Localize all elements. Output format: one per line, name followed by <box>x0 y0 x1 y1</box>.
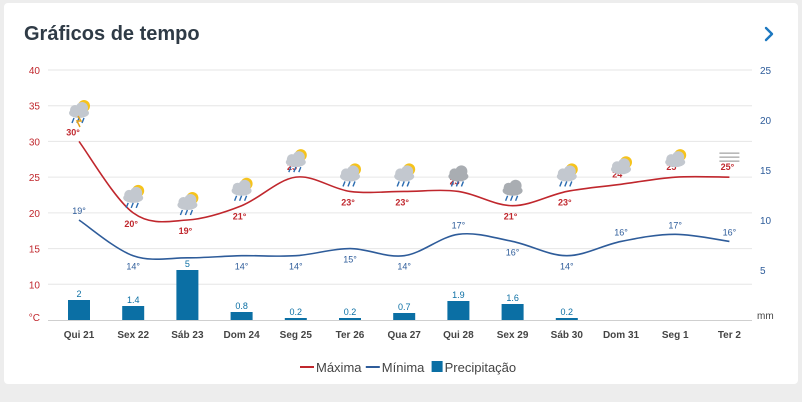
right-axis-tick-label: 25 <box>760 66 772 77</box>
left-axis-unit: °C <box>29 313 40 324</box>
x-axis-category-label: Sáb 23 <box>171 330 204 341</box>
min-temperature-label: 17° <box>452 220 466 230</box>
min-temperature-label: 14° <box>560 262 574 272</box>
rain-sun-icon <box>123 184 145 209</box>
rain-sun-icon <box>556 163 578 187</box>
min-temperature-label: 14° <box>235 262 249 272</box>
right-axis-unit: mm <box>757 311 774 322</box>
precipitation-bar[interactable] <box>447 301 470 320</box>
right-axis-tick-label: 10 <box>760 216 772 227</box>
max-temperature-label: 23° <box>341 197 355 207</box>
legend-label: Precipitação <box>445 360 517 375</box>
precipitation-bar[interactable] <box>176 270 199 320</box>
left-axis-tick-label: 25 <box>29 173 41 184</box>
right-axis-tick-label: 20 <box>760 116 772 127</box>
precipitation-bar[interactable] <box>393 313 416 320</box>
precipitation-data-label: 5 <box>185 259 190 269</box>
precipitation-data-label: 0.7 <box>398 302 411 312</box>
precipitation-data-label: 0.2 <box>561 307 574 317</box>
rain-sun-icon <box>340 163 361 187</box>
x-axis-category-label: Seg 25 <box>280 330 313 341</box>
max-temperature-label: 24° <box>612 169 626 179</box>
precipitation-bar[interactable] <box>68 300 90 320</box>
x-axis-category-label: Sex 29 <box>497 330 529 341</box>
min-temperature-label: 16° <box>723 227 737 237</box>
min-temperature-label: 15° <box>343 255 357 265</box>
max-temperature-label: 21° <box>233 212 247 222</box>
max-temperature-label: 25° <box>666 162 680 172</box>
precipitation-data-label: 0.2 <box>344 307 357 317</box>
min-temperature-line[interactable] <box>78 219 730 260</box>
max-temperature-label: 23° <box>450 176 464 186</box>
rain-cloud-icon <box>448 165 469 187</box>
max-temperature-label: 23° <box>395 197 409 207</box>
precipitation-bar[interactable] <box>501 304 524 320</box>
storm-sun-icon <box>69 100 90 128</box>
x-axis-category-label: Sáb 30 <box>551 330 584 341</box>
left-axis-tick-label: 30 <box>29 137 41 148</box>
legend-item-precip[interactable]: Precipitação <box>431 360 517 375</box>
left-axis-tick-label: 35 <box>29 102 41 113</box>
legend-label: Mínima <box>382 360 425 375</box>
legend-item-max[interactable]: Máxima <box>300 360 362 375</box>
rain-cloud-icon <box>502 179 523 201</box>
chevron-right-icon[interactable] <box>758 23 780 45</box>
precipitation-bar[interactable] <box>230 312 253 320</box>
x-axis-category-label: Dom 31 <box>603 330 640 341</box>
precipitation-data-label: 1.6 <box>506 293 519 303</box>
precipitation-bar[interactable] <box>555 318 578 320</box>
precipitation-data-label: 1.9 <box>452 290 465 300</box>
x-axis-category-label: Qui 28 <box>443 330 474 341</box>
max-temperature-line[interactable] <box>78 140 730 223</box>
fog-icon <box>719 152 740 162</box>
rain-sun-icon <box>285 149 307 173</box>
precipitation-bar[interactable] <box>339 318 361 320</box>
precipitation-bar[interactable] <box>122 306 145 320</box>
rain-sun-icon <box>177 192 199 216</box>
min-temperature-label: 14° <box>126 262 140 272</box>
grid <box>48 69 752 321</box>
left-axis-tick-label: 20 <box>29 209 41 220</box>
x-axis-category-label: Seg 1 <box>662 330 689 341</box>
precipitation-data-label: 1.4 <box>127 295 140 305</box>
min-temperature-label: 14° <box>397 262 411 272</box>
x-axis-category-label: Sex 22 <box>117 330 149 341</box>
min-temperature-label: 16° <box>506 247 520 257</box>
max-temperature-label: 19° <box>179 226 193 236</box>
precipitation-data-label: 0.8 <box>235 301 248 311</box>
min-temperature-label: 14° <box>289 262 303 272</box>
max-temperature-label: 20° <box>124 219 138 229</box>
x-axis-category-label: Qua 27 <box>388 330 422 341</box>
precipitation-data-label: 2 <box>76 289 81 299</box>
min-temperature-label: 17° <box>668 220 682 230</box>
left-axis-tick-label: 10 <box>29 280 41 291</box>
min-temperature-label: 19° <box>72 206 86 216</box>
max-temperature-label: 30° <box>66 127 80 137</box>
max-temperature-label: 23° <box>558 197 572 207</box>
cloud-sun-icon <box>611 156 632 175</box>
left-axis-tick-label: 40 <box>29 66 41 77</box>
x-axis-category-label: Dom 24 <box>224 330 261 341</box>
left-axis-tick-label: 15 <box>29 245 41 256</box>
precipitation-data-label: 0.2 <box>290 307 303 317</box>
min-temperature-label: 16° <box>614 227 628 237</box>
right-axis-tick-label: 5 <box>760 266 766 277</box>
max-temperature-label: 25° <box>287 162 301 172</box>
x-axis-category-label: Ter 26 <box>336 330 365 341</box>
rain-sun-icon <box>394 163 416 187</box>
max-temperature-label: 25° <box>721 162 735 172</box>
x-axis-category-label: Qui 21 <box>64 330 95 341</box>
x-axis-category-label: Ter 2 <box>718 330 742 341</box>
page-title: Gráficos de tempo <box>24 23 200 45</box>
right-axis-tick-label: 15 <box>760 166 772 177</box>
legend-label: Máxima <box>316 360 362 375</box>
legend-item-min[interactable]: Mínima <box>365 360 425 375</box>
precipitation-bar[interactable] <box>284 318 307 320</box>
max-temperature-label: 21° <box>504 212 518 222</box>
rain-sun-icon <box>231 177 253 201</box>
cloud-sun-icon <box>665 149 687 168</box>
